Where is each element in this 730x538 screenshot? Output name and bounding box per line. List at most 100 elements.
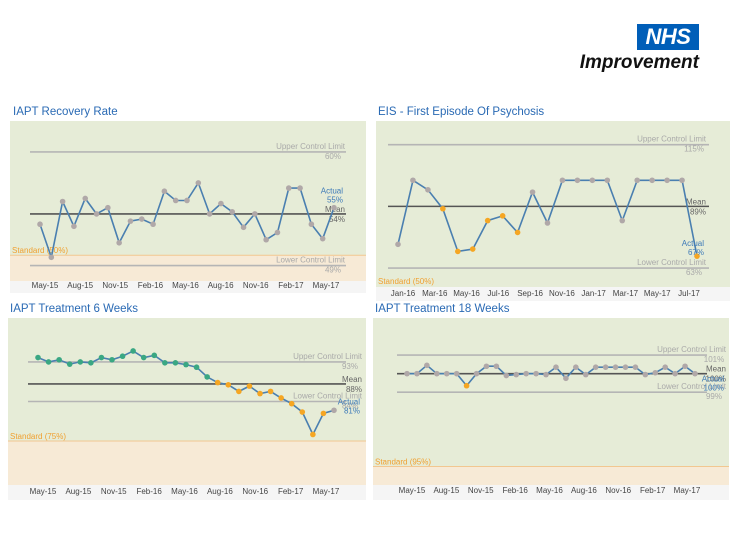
plot-background-green <box>8 318 366 442</box>
data-point <box>652 369 659 376</box>
data-point <box>682 363 688 370</box>
lower-control-limit-label: Lower Control Limit <box>276 256 346 265</box>
actual-value: 67% <box>688 248 704 257</box>
data-point <box>433 370 440 377</box>
data-point <box>204 374 210 380</box>
data-point <box>573 364 579 370</box>
x-tick-label: Jan-17 <box>581 289 606 298</box>
mean-value: 100% <box>706 375 726 384</box>
data-point <box>263 236 269 243</box>
upper-control-limit-label: Upper Control Limit <box>293 352 363 361</box>
standard-zone-background <box>10 255 366 281</box>
data-point <box>455 248 461 255</box>
x-tick-label: Feb-17 <box>278 281 304 290</box>
data-point <box>319 235 326 242</box>
data-point <box>443 370 450 377</box>
x-tick-label: Jan-16 <box>391 289 416 298</box>
data-point <box>127 218 134 224</box>
data-point <box>523 370 529 377</box>
data-point <box>66 361 73 367</box>
data-point <box>151 352 158 359</box>
x-tick-label: May-16 <box>536 486 563 495</box>
data-point <box>563 375 569 382</box>
data-point <box>529 189 536 195</box>
data-point <box>469 246 476 252</box>
data-point <box>278 395 284 401</box>
data-point <box>206 211 213 217</box>
plot-background-green <box>10 121 366 256</box>
data-point <box>410 177 416 184</box>
data-point <box>453 370 460 377</box>
standard-label: Standard (75%) <box>10 432 66 441</box>
data-point <box>320 410 327 417</box>
data-point <box>71 223 77 230</box>
x-tick-label: Feb-16 <box>138 281 164 290</box>
data-point <box>116 240 122 246</box>
data-point <box>257 390 263 397</box>
x-tick-label: Aug-15 <box>67 281 93 290</box>
data-point <box>240 224 247 231</box>
actual-label: Actual <box>682 239 704 248</box>
actual-label: Actual <box>338 397 360 406</box>
data-point <box>229 209 236 215</box>
data-point <box>184 197 190 204</box>
data-point <box>288 400 295 407</box>
data-point <box>214 379 221 386</box>
x-tick-label: Nov-16 <box>242 487 268 496</box>
actual-value: 55% <box>327 196 343 205</box>
data-point <box>285 185 292 191</box>
x-tick-label: Feb-17 <box>278 487 304 496</box>
data-point <box>619 217 626 224</box>
data-point <box>119 353 126 360</box>
data-point <box>246 383 253 389</box>
chart-panel-eis-first-episode-psychosis: EIS - First Episode Of Psychosis Upper C… <box>376 106 730 301</box>
data-point <box>499 213 506 219</box>
data-point <box>574 177 581 184</box>
lower-control-limit-label: Lower Control Limit <box>293 392 363 401</box>
data-point <box>424 362 430 369</box>
data-point <box>672 370 678 377</box>
data-point <box>503 372 510 379</box>
x-axis-band <box>10 281 366 293</box>
data-point <box>543 371 549 378</box>
data-point <box>331 407 337 414</box>
data-point <box>172 360 179 366</box>
data-point <box>553 364 559 370</box>
data-point <box>297 185 303 191</box>
data-point <box>662 364 669 370</box>
x-axis-band <box>373 485 729 500</box>
data-point <box>602 364 609 370</box>
x-axis-band <box>376 287 730 301</box>
standard-zone-background <box>8 441 366 485</box>
data-point <box>274 229 281 236</box>
chart-title: EIS - First Episode Of Psychosis <box>378 106 545 118</box>
upper-control-limit-value: 101% <box>704 355 724 364</box>
data-point <box>218 200 224 207</box>
x-tick-label: May-16 <box>172 281 199 290</box>
x-tick-label: Nov-15 <box>102 281 128 290</box>
lower-control-limit-value: 84% <box>342 402 358 411</box>
mean-label: Mean <box>706 365 726 374</box>
data-point <box>45 359 52 365</box>
data-point <box>310 431 316 438</box>
data-point <box>150 221 156 228</box>
x-tick-label: Feb-16 <box>502 486 528 495</box>
mean-label: Mean <box>686 197 706 206</box>
x-tick-label: Jul-17 <box>678 289 700 298</box>
nhs-logo-badge: NHS <box>637 24 699 50</box>
x-tick-label: May-17 <box>313 281 340 290</box>
mean-value: 89% <box>690 207 706 216</box>
data-point <box>414 370 420 377</box>
actual-label: Actual <box>702 375 724 384</box>
data-point <box>589 177 596 184</box>
data-point <box>604 177 611 184</box>
x-tick-label: Nov-16 <box>605 486 631 495</box>
upper-control-limit-label: Upper Control Limit <box>276 142 346 151</box>
actual-value: 100% <box>704 384 724 393</box>
logo-subtitle: Improvement <box>579 52 699 73</box>
upper-control-limit-value: 60% <box>325 152 341 161</box>
data-point <box>138 216 145 222</box>
actual-label: Actual <box>321 187 343 196</box>
lower-control-limit-label: Lower Control Limit <box>637 258 707 267</box>
mean-value: 88% <box>346 385 362 394</box>
